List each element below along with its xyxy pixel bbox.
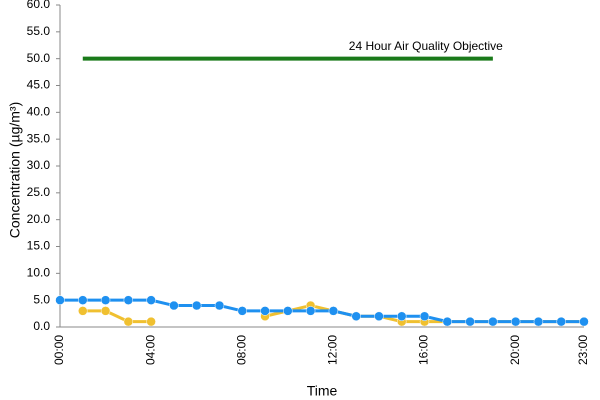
data-point bbox=[533, 316, 544, 327]
x-tick-label: 00:00 bbox=[52, 335, 66, 365]
data-point bbox=[214, 300, 225, 311]
y-tick-label: 50.0 bbox=[27, 51, 51, 65]
legend-label: 24 Hour Air Quality Objective bbox=[349, 39, 503, 53]
y-axis-label: Concentration (µg/m³) bbox=[7, 102, 23, 238]
data-point bbox=[510, 316, 521, 327]
data-point bbox=[442, 316, 453, 327]
y-tick-label: 35.0 bbox=[27, 131, 51, 145]
data-point bbox=[465, 316, 475, 327]
data-point bbox=[351, 311, 361, 322]
data-point bbox=[305, 306, 316, 316]
data-point bbox=[579, 316, 589, 327]
data-point bbox=[419, 311, 430, 322]
x-tick-label: 16:00 bbox=[417, 335, 431, 365]
y-tick-label: 5.0 bbox=[33, 292, 50, 306]
x-tick-label: 12:00 bbox=[326, 335, 340, 365]
y-tick-label: 0.0 bbox=[33, 319, 50, 333]
data-point bbox=[328, 306, 339, 316]
x-tick-label: 04:00 bbox=[143, 335, 157, 365]
data-point bbox=[374, 311, 384, 322]
y-tick-label: 20.0 bbox=[27, 212, 51, 226]
x-tick-label: 20:00 bbox=[508, 335, 522, 365]
data-point bbox=[78, 295, 88, 305]
data-point bbox=[396, 311, 407, 322]
x-tick-label: 23:00 bbox=[576, 335, 590, 365]
data-point bbox=[146, 295, 156, 305]
data-point bbox=[488, 316, 498, 327]
y-tick-label: 55.0 bbox=[27, 24, 51, 38]
data-point bbox=[237, 306, 248, 316]
data-point bbox=[78, 306, 88, 316]
y-tick-label: 10.0 bbox=[27, 266, 51, 280]
data-point bbox=[260, 306, 270, 316]
data-point bbox=[556, 316, 566, 327]
data-point bbox=[100, 295, 111, 305]
y-tick-label: 45.0 bbox=[27, 78, 51, 92]
series-line bbox=[60, 298, 584, 324]
x-tick-label: 08:00 bbox=[234, 335, 248, 365]
data-point bbox=[123, 295, 134, 305]
y-tick-label: 30.0 bbox=[27, 158, 51, 172]
data-point bbox=[55, 295, 65, 305]
y-tick-label: 15.0 bbox=[27, 239, 51, 253]
data-point bbox=[146, 316, 156, 327]
data-point bbox=[283, 306, 293, 316]
y-tick-label: 25.0 bbox=[27, 185, 51, 199]
y-tick-label: 40.0 bbox=[27, 105, 51, 119]
x-axis-label: Time bbox=[307, 383, 338, 399]
y-tick-label: 60.0 bbox=[27, 0, 51, 11]
data-point bbox=[191, 300, 202, 311]
data-point bbox=[169, 300, 179, 311]
data-point bbox=[123, 316, 134, 327]
data-point bbox=[100, 306, 111, 316]
